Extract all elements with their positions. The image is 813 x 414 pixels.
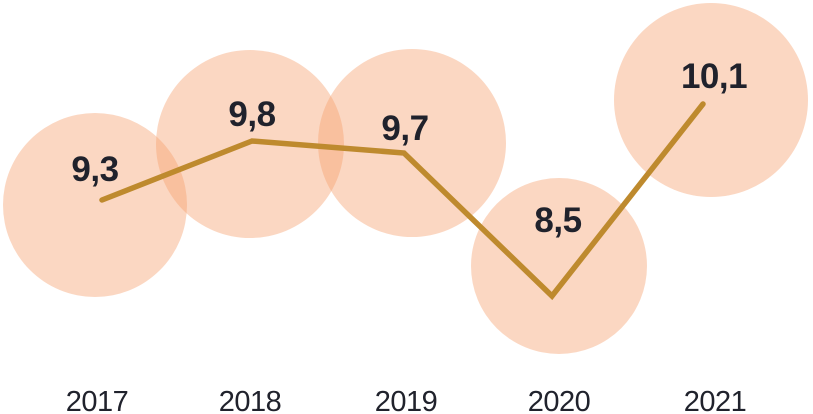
bubble-2017 <box>3 113 187 297</box>
value-label-2019: 9,7 <box>381 109 428 148</box>
bubble-2021 <box>614 3 808 197</box>
x-tick-label-2019: 2019 <box>375 386 438 414</box>
x-tick-label-2017: 2017 <box>66 386 129 414</box>
value-label-2018: 9,8 <box>228 95 275 134</box>
bubble-2019 <box>318 49 506 237</box>
bubble-2020 <box>471 178 647 354</box>
x-tick-label-2021: 2021 <box>684 386 747 414</box>
x-tick-label-2020: 2020 <box>528 386 591 414</box>
value-label-2020: 8,5 <box>534 201 581 240</box>
x-tick-label-2018: 2018 <box>219 386 282 414</box>
value-label-2017: 9,3 <box>71 150 118 189</box>
trend-line <box>99 101 706 301</box>
value-label-2021: 10,1 <box>681 57 747 96</box>
